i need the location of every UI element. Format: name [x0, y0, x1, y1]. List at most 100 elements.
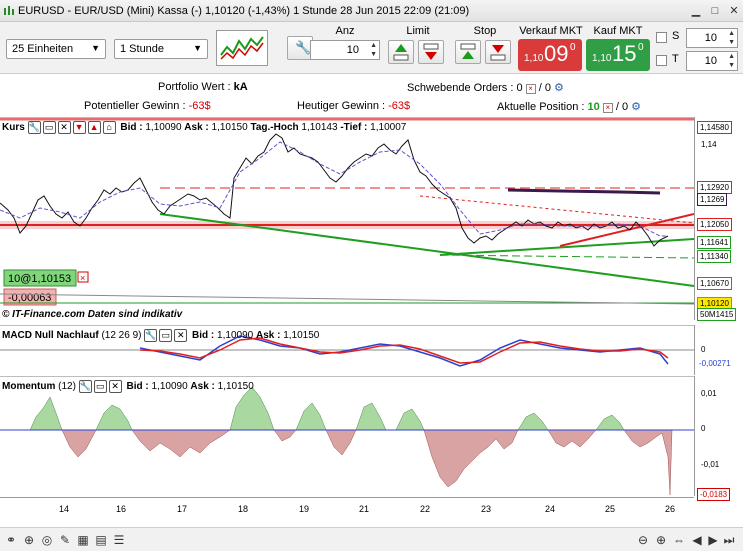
position-label: Aktuelle Position : [497, 101, 585, 113]
s-label: S [672, 30, 680, 42]
portfolio-label: Portfolio Wert : [158, 81, 231, 93]
close-icon[interactable]: ✕ [108, 380, 122, 393]
scroll-icon[interactable]: ⇔ [673, 533, 685, 547]
price-axis[interactable]: 1,14580 1,14 1,12920 1,1269 1,12050 1,11… [694, 117, 743, 321]
y-label-red-line: 1,12050 [697, 218, 732, 231]
pending-edit-icon[interactable]: × [525, 84, 536, 94]
momentum-panel[interactable]: Momentum (12) 🔧 ▭ ✕ Bid : 1,10090 Ask : 1,… [0, 376, 694, 496]
close-position-icon[interactable] [77, 271, 89, 283]
data-disclaimer: © IT-Finance.com Daten sind indikativ [2, 309, 183, 320]
stop-buy-button[interactable] [455, 40, 481, 64]
bottom-toolbar: ⚭ ⊕ ◎ ✎ ▦ ▤ ☰ ⊖ ⊕ ⇔ ◀ ▶ ⏭ [0, 527, 743, 551]
potential-label: Potentieller Gewinn : [84, 100, 186, 112]
limit-buy-button[interactable] [388, 40, 414, 64]
toolbar: 25 Einheiten ▼ 1 Stunde ▼ 🔧 Anz 10 ▲ ▼ Limi… [0, 22, 743, 74]
t-checkbox[interactable] [656, 55, 667, 66]
y-label-lower-trend: 1,10670 [697, 277, 732, 290]
momentum-chart[interactable] [0, 377, 694, 497]
gear-icon[interactable]: ⚙ [631, 101, 642, 113]
bid-label: Bid : [120, 122, 143, 134]
window-icon[interactable]: ▭ [159, 329, 173, 342]
limit-sell-button[interactable] [418, 40, 444, 64]
s-checkbox[interactable] [656, 32, 667, 43]
close-icon[interactable]: ✕ [174, 329, 188, 342]
long-ma-line [507, 188, 661, 195]
move-up-icon[interactable]: ▲ [87, 121, 101, 134]
scroll-end-icon[interactable]: ⏭ [723, 533, 735, 547]
sell-market-button[interactable]: 1,10 09 0 [518, 39, 582, 71]
position-value-2: 0 [621, 101, 629, 113]
t-input[interactable]: 10 ▲ ▼ [686, 51, 738, 71]
buy-price-fraction: 0 [638, 42, 644, 53]
anz-input[interactable]: 10 ▲ ▼ [310, 40, 380, 60]
macd-chart[interactable] [0, 326, 694, 376]
chevron-down-icon: ▼ [193, 43, 202, 53]
close-button[interactable]: ✕ [729, 5, 739, 17]
macd-current-value: -0,00271 [699, 359, 731, 368]
drawing-icon[interactable]: ✎ [59, 533, 71, 547]
move-down-icon[interactable]: ▼ [72, 121, 86, 134]
wrench-button[interactable]: 🔧 [287, 36, 313, 60]
momentum-params: (12) [58, 381, 76, 393]
time-axis[interactable]: 14 16 17 18 19 21 22 23 24 25 26 [0, 497, 694, 525]
ask-label: Ask : [184, 122, 209, 134]
zoom-icon[interactable]: ⊕ [23, 533, 35, 547]
stop-label: Stop [473, 25, 497, 37]
units-select[interactable]: 25 Einheiten ▼ [6, 39, 106, 59]
position-edit-icon[interactable]: × [602, 103, 613, 113]
wrench-icon[interactable]: 🔧 [78, 380, 92, 393]
link-icon[interactable]: ⚭ [5, 533, 17, 547]
price-chart[interactable]: 10@1,10153 × -0,00063 [0, 118, 694, 321]
position-value: 10 [587, 101, 600, 113]
wrench-icon[interactable]: 🔧 [27, 121, 41, 134]
y-label-bottom: 50M1415 [697, 308, 737, 321]
target-icon[interactable]: ◎ [41, 533, 53, 547]
window-icon[interactable]: ▭ [42, 121, 56, 134]
position-badge: 10@1,10153 [8, 273, 71, 285]
momentum-axis[interactable]: 0,01 0 -0,01 -0,0183 [694, 376, 743, 501]
pin-icon[interactable]: ⌂ [102, 121, 116, 134]
price-panel[interactable]: 10@1,10153 × -0,00063 Kurs 🔧 ▭ ✕ ▼ ▲ ⌂ Bid : … [0, 117, 694, 320]
x-label: 16 [116, 504, 127, 514]
x-label: 22 [420, 504, 431, 514]
minimize-button[interactable]: ▁ [691, 5, 701, 17]
stop-sell-icon [490, 45, 506, 61]
chart-type-icon [220, 36, 264, 60]
ask-value: 1,10150 [283, 330, 320, 342]
scroll-right-icon[interactable]: ▶ [708, 533, 718, 547]
buy-label: Kauf MKT [593, 25, 643, 37]
buy-market-button[interactable]: 1,10 15 0 [586, 39, 650, 71]
x-label: 26 [665, 504, 676, 514]
gear-icon[interactable]: ⚙ [554, 82, 564, 94]
macd-axis[interactable]: 0 -0,00271 [694, 325, 743, 375]
close-icon[interactable]: ✕ [57, 121, 71, 134]
scroll-left-icon[interactable]: ◀ [692, 533, 702, 547]
ask-label: Ask : [190, 381, 215, 393]
settings-icon[interactable]: ☰ [113, 533, 125, 547]
window-title: EURUSD - EUR/USD (Mini) Kassa (-) 1,1012… [18, 5, 470, 17]
t-value: 10 [704, 55, 717, 67]
s-input[interactable]: 10 ▲ ▼ [686, 28, 738, 48]
s-value: 10 [704, 32, 717, 44]
y-label-ma: 1,1269 [697, 193, 728, 206]
x-label: 23 [481, 504, 492, 514]
sell-price-prefix: 1,10 [524, 53, 544, 64]
macd-panel[interactable]: MACD Null Nachlauf (12 26 9) 🔧 ▭ ✕ Bid : 1… [0, 325, 694, 375]
bid-value: 1,10090 [217, 330, 254, 342]
template-icon[interactable]: ▦ [77, 533, 89, 547]
maximize-button[interactable]: □ [711, 5, 719, 17]
momentum-current-value: -0,0183 [697, 488, 731, 501]
spinner-icon: ▲ ▼ [370, 42, 377, 58]
print-icon[interactable]: ▤ [95, 533, 107, 547]
chart-type-button[interactable] [216, 30, 268, 66]
stop-sell-button[interactable] [485, 40, 511, 64]
bid-label: Bid : [126, 381, 149, 393]
zoom-out-icon[interactable]: ⊖ [637, 533, 649, 547]
green-trendline-lower [159, 213, 694, 287]
zoom-in-icon[interactable]: ⊕ [655, 533, 667, 547]
wrench-icon[interactable]: 🔧 [144, 329, 158, 342]
today-label: Heutiger Gewinn : [297, 100, 386, 112]
window-icon[interactable]: ▭ [93, 380, 107, 393]
pending-label: Schwebende Orders : [407, 82, 514, 94]
period-select[interactable]: 1 Stunde ▼ [114, 39, 208, 59]
